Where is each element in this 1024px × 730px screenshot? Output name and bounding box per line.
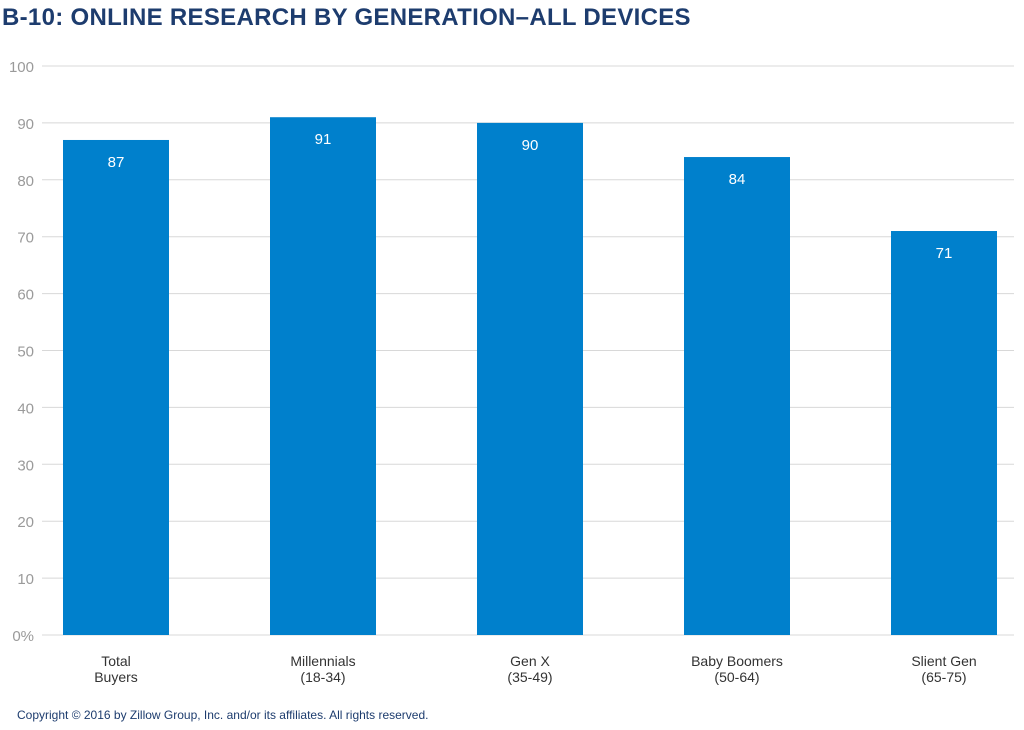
y-tick-label: 80 xyxy=(17,173,34,190)
y-tick-label: 60 xyxy=(17,287,34,304)
bar-value-label: 87 xyxy=(108,154,125,171)
chart-title: B-10: ONLINE RESEARCH BY GENERATION–ALL … xyxy=(2,4,691,31)
x-category-label: Baby Boomers (50-64) xyxy=(691,653,783,685)
bar-value-label: 71 xyxy=(936,245,953,262)
y-axis-tick-labels: 0% 10 20 30 40 50 60 70 80 90 100 xyxy=(9,59,34,645)
y-tick-label: 70 xyxy=(17,230,34,247)
bar xyxy=(63,139,169,635)
bar-chart: 0% 10 20 30 40 50 60 70 80 90 100 87 91 90 84 71 Total… xyxy=(9,59,1014,685)
copyright-notice: Copyright © 2016 by Zillow Group, Inc. a… xyxy=(17,708,429,722)
y-tick-label: 0% xyxy=(12,628,34,645)
bar-value-label: 90 xyxy=(522,137,539,154)
y-tick-label: 40 xyxy=(17,400,34,417)
y-tick-label: 30 xyxy=(17,457,34,474)
x-category-label: Gen X (35-49) xyxy=(507,653,552,685)
bar xyxy=(891,231,997,635)
y-tick-label: 20 xyxy=(17,514,34,531)
bar-value-label: 84 xyxy=(729,171,746,188)
bar xyxy=(270,117,376,635)
y-tick-label: 100 xyxy=(9,59,34,76)
bars xyxy=(63,117,997,636)
bar xyxy=(684,157,790,636)
y-tick-label: 50 xyxy=(17,344,34,361)
x-category-label: Millennials (18-34) xyxy=(290,653,355,685)
bar xyxy=(477,122,583,635)
bar-value-labels: 87 91 90 84 71 xyxy=(108,131,953,262)
bar-value-label: 91 xyxy=(315,131,332,148)
x-category-label: Slient Gen (65-75) xyxy=(911,653,976,685)
x-axis-category-labels: Total Buyers Millennials (18-34) Gen X (35-49… xyxy=(94,653,976,685)
y-tick-label: 90 xyxy=(17,116,34,133)
y-tick-label: 10 xyxy=(17,571,34,588)
x-category-label: Total Buyers xyxy=(94,653,138,685)
